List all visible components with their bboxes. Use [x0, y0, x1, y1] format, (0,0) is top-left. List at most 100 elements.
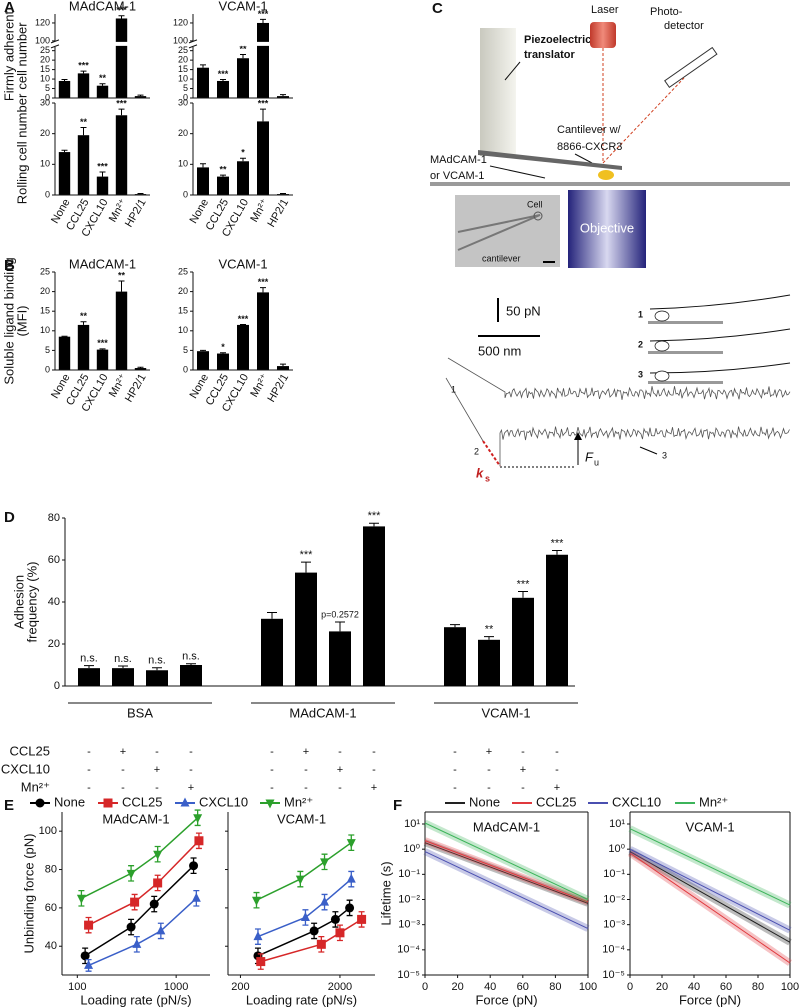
label: 3 — [638, 369, 643, 379]
panel-label: E — [4, 797, 14, 814]
y-tick-label: 0 — [54, 680, 60, 692]
label: 2 — [474, 446, 479, 456]
annotation: *** — [551, 537, 565, 549]
error-bar — [200, 163, 206, 168]
error-bar — [552, 550, 562, 555]
error-bar — [99, 348, 106, 350]
y-tick-label: 20 — [40, 286, 50, 296]
y-tick-label: 20 — [40, 55, 50, 65]
annotation: *** — [97, 338, 108, 348]
bar — [146, 670, 168, 686]
marker — [193, 814, 203, 824]
label: Objective — [580, 220, 634, 235]
error-bar — [335, 621, 345, 632]
marker — [149, 899, 159, 909]
marker — [156, 925, 166, 935]
legend-label: None — [54, 794, 85, 809]
condition-sign: + — [486, 746, 492, 758]
y-tick-label: 20 — [178, 128, 188, 138]
y-tick-label: 15 — [178, 306, 188, 316]
error-bar — [260, 18, 266, 23]
x-tick-label: 0 — [627, 981, 633, 993]
marker — [35, 798, 45, 808]
line — [88, 897, 197, 967]
error-bar — [152, 667, 162, 671]
marker — [130, 897, 140, 907]
arrow — [639, 446, 658, 455]
x-tick-label: 200 — [231, 981, 249, 993]
bar — [237, 161, 249, 195]
axis-break — [51, 41, 150, 46]
condition-sign: - — [87, 746, 91, 758]
condition-sign: - — [189, 746, 193, 758]
annotation: p=0.2572 — [321, 609, 359, 619]
x-tick-label: 20 — [656, 981, 668, 993]
annotation: ** — [80, 311, 88, 321]
bar — [329, 631, 351, 686]
bar — [363, 526, 385, 686]
bar — [277, 96, 289, 98]
substrate — [430, 182, 790, 186]
marker — [346, 873, 356, 883]
icon-cell — [654, 370, 670, 382]
error-bar — [118, 665, 128, 669]
marker — [316, 939, 326, 949]
x-tick-label: 60 — [720, 981, 732, 993]
bar — [217, 176, 229, 195]
subplot-title: MAdCAM-1 — [102, 811, 169, 826]
y-tick-label: 10⁰ — [403, 843, 420, 855]
condition-sign: - — [372, 746, 376, 758]
legend-label: CCL25 — [536, 794, 576, 809]
y-tick-label: 0 — [45, 92, 50, 102]
condition-sign: - — [487, 782, 491, 794]
condition-sign: - — [155, 782, 159, 794]
group-label: MAdCAM-1 — [289, 705, 356, 720]
marker — [309, 926, 319, 936]
subplot-title: VCAM-1 — [685, 819, 734, 834]
error-bar — [118, 108, 125, 116]
x-tick-label: 40 — [484, 981, 496, 993]
annotation: ** — [239, 44, 247, 54]
bar — [444, 627, 466, 686]
label: 1 — [638, 309, 643, 319]
condition-sign: - — [270, 764, 274, 776]
annotation: *** — [258, 9, 269, 19]
y-tick-label: 10⁻⁵ — [602, 969, 625, 981]
group-label: BSA — [127, 705, 153, 720]
y-tick-label: 5 — [183, 83, 188, 93]
panel-label: C — [432, 0, 443, 17]
y-tick-label: 15 — [40, 64, 50, 74]
marker — [103, 798, 113, 808]
y-axis-label: Unbinding force (pN) — [21, 834, 36, 954]
error-bar — [118, 280, 125, 292]
icon-cantilever — [649, 362, 791, 374]
condition-sign: + — [337, 764, 343, 776]
bar — [115, 291, 128, 370]
condition-sign: + — [371, 782, 377, 794]
y-axis-label: cell number — [14, 22, 29, 90]
annotation: *** — [258, 99, 269, 109]
annotation: ** — [118, 270, 126, 280]
inset-cantilever — [457, 214, 541, 251]
label: or VCAM-1 — [430, 170, 484, 182]
y-tick-label: 0 — [183, 364, 188, 374]
y-tick-label: 10⁻² — [398, 893, 420, 905]
group-label: VCAM-1 — [481, 705, 530, 720]
error-bar — [200, 64, 206, 68]
condition-name: CCL25 — [10, 743, 50, 758]
x-tick-label: 100 — [68, 981, 86, 993]
marker — [251, 896, 261, 906]
error-bar — [484, 636, 494, 640]
y-tick-label: 120 — [35, 17, 50, 27]
error-bar — [220, 78, 226, 81]
legend-label: CXCL10 — [612, 794, 661, 809]
marker — [126, 869, 136, 879]
label: s — [485, 473, 490, 483]
annotation: *** — [97, 161, 108, 171]
legend-label: Mn²⁺ — [284, 794, 313, 809]
legend-label: CCL25 — [122, 794, 162, 809]
marker — [153, 850, 163, 860]
pointer — [504, 61, 521, 81]
label: 2 — [638, 339, 643, 349]
